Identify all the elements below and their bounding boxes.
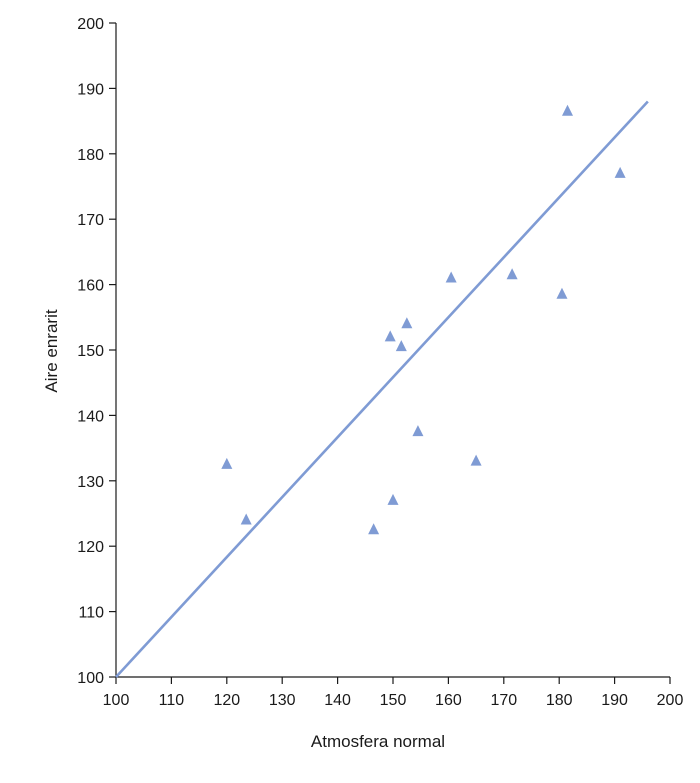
x-tick-label: 170: [490, 692, 517, 709]
y-tick-label: 110: [78, 605, 104, 622]
x-axis-label: Atmosfera normal: [311, 732, 445, 751]
y-tick-label: 150: [77, 343, 104, 360]
y-tick-label: 190: [77, 81, 104, 98]
x-tick-label: 100: [103, 692, 130, 709]
data-point-triangle: [221, 457, 233, 469]
y-axis-ticks: 100 110 120 130 140 150 160 170 180 190 200: [77, 16, 116, 687]
data-point-triangle: [384, 330, 396, 342]
data-point-triangle: [240, 513, 252, 525]
x-tick-label: 150: [380, 692, 407, 709]
fit-line-group: [115, 100, 649, 678]
y-axis-label: Aire enrarit: [42, 309, 61, 392]
data-point-triangle: [506, 268, 518, 280]
data-point-triangle: [556, 287, 568, 299]
x-tick-label: 200: [657, 692, 684, 709]
fit-line: [115, 100, 649, 678]
y-tick-label: 100: [77, 670, 104, 687]
data-points: [221, 104, 626, 535]
data-point-triangle: [470, 454, 482, 466]
y-tick-label: 130: [77, 474, 104, 491]
y-tick-label: 160: [77, 278, 104, 295]
x-tick-label: 190: [601, 692, 628, 709]
data-point-triangle: [395, 340, 407, 352]
data-point-triangle: [445, 271, 457, 283]
data-point-triangle: [562, 104, 574, 116]
x-axis-ticks: 100 110 120 130 140 150 160 170 180 190 200: [103, 677, 684, 709]
x-tick-label: 180: [546, 692, 573, 709]
data-point-triangle: [401, 317, 413, 329]
y-tick-label: 120: [77, 539, 104, 556]
x-tick-label: 130: [269, 692, 296, 709]
data-point-triangle: [412, 425, 424, 437]
x-tick-label: 120: [213, 692, 240, 709]
x-tick-label: 110: [159, 692, 185, 709]
axes: [115, 23, 670, 678]
y-tick-label: 200: [77, 16, 104, 33]
data-point-triangle: [368, 523, 380, 535]
data-point-triangle: [387, 493, 399, 505]
y-tick-label: 170: [77, 212, 104, 229]
data-point-triangle: [614, 166, 626, 178]
y-tick-label: 140: [77, 408, 104, 425]
x-tick-label: 140: [324, 692, 351, 709]
x-tick-label: 160: [435, 692, 462, 709]
y-tick-label: 180: [77, 147, 104, 164]
